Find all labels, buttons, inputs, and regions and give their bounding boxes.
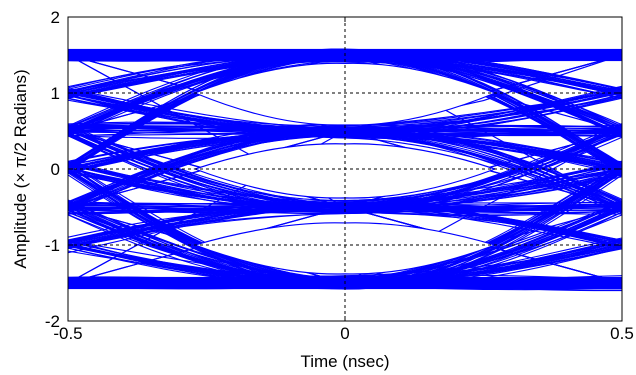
x-tick-label-1: 0 (340, 324, 349, 343)
y-tick-label-2: 0 (51, 160, 60, 179)
grid-lines (68, 17, 622, 321)
axis-ticks: -0.5 0 0.5 -2 -1 0 1 2 (45, 8, 634, 343)
eye-trace-311 (68, 128, 622, 201)
eye-trace-313 (68, 95, 622, 173)
x-tick-label-2: 0.5 (610, 324, 634, 343)
x-tick-label-0: -0.5 (53, 324, 82, 343)
y-tick-label-0: -2 (45, 312, 60, 331)
eye-trace-299 (68, 89, 622, 130)
y-tick-label-4: 2 (51, 8, 60, 27)
y-tick-label-3: 1 (51, 84, 60, 103)
y-axis-label: Amplitude (× π/2 Radians) (11, 69, 30, 268)
eye-trace-309 (68, 134, 622, 214)
eye-trace-298 (68, 127, 622, 136)
x-axis-label: Time (nsec) (300, 352, 389, 371)
y-tick-label-1: -1 (45, 236, 60, 255)
